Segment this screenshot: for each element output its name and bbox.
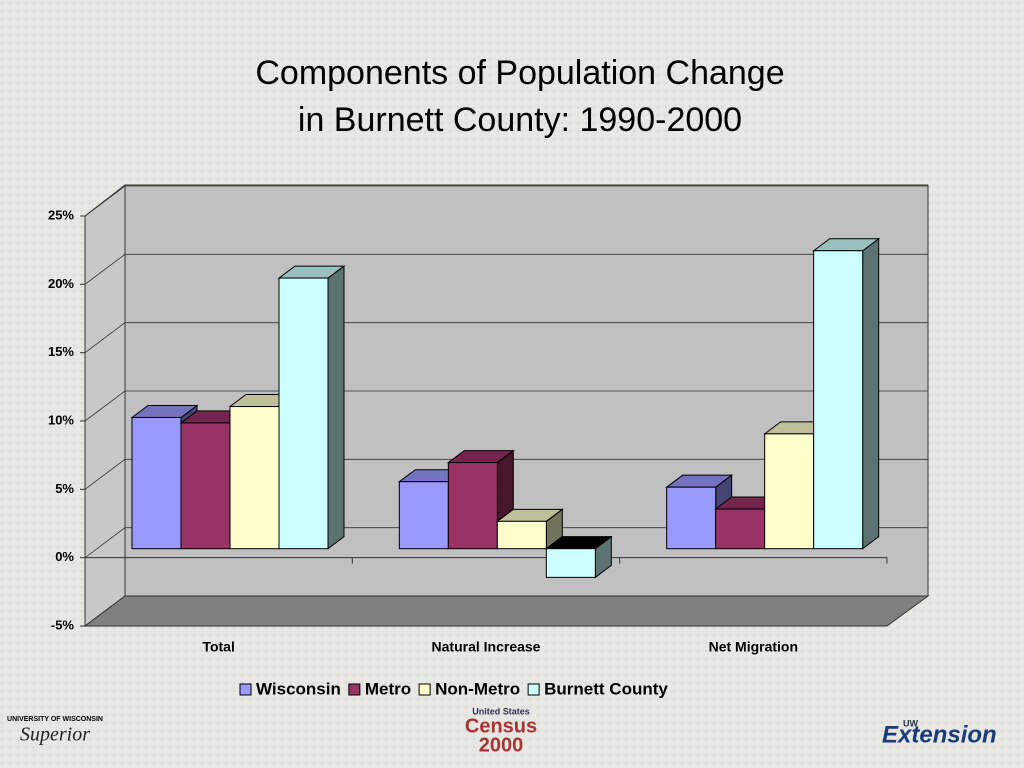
y-tick-label: 0% <box>55 549 74 564</box>
floor <box>83 595 930 627</box>
chart-title: Components of Population Change <box>255 54 784 92</box>
logo-text: United States <box>472 706 530 716</box>
legend-swatch <box>348 683 361 696</box>
grid-line <box>84 253 928 285</box>
x-tick-label: Total <box>202 639 234 655</box>
legend-swatch <box>527 683 540 696</box>
bar <box>131 416 182 550</box>
logo-text: 2000 <box>479 734 524 756</box>
bar <box>715 508 766 550</box>
bar <box>278 277 329 550</box>
legend-label: Metro <box>365 679 411 698</box>
legend-label: Burnett County <box>544 679 668 698</box>
logo-text: UNIVERSITY OF WISCONSIN <box>7 716 103 723</box>
bar <box>666 486 717 550</box>
y-tick-label: 25% <box>48 207 74 222</box>
logo-text: Extension <box>882 721 997 748</box>
y-tick-label: -5% <box>51 617 75 632</box>
bar <box>764 433 815 550</box>
logo-center: United States Census 2000 <box>465 706 537 756</box>
logo-text: Census <box>465 715 537 737</box>
bar-side <box>862 237 880 550</box>
grid-line <box>84 390 928 422</box>
logo-text: UW <box>903 718 918 728</box>
bar <box>398 481 449 550</box>
x-tick-label: Net Migration <box>709 639 798 655</box>
y-tick-label: 10% <box>48 412 74 427</box>
grid-line <box>84 322 928 353</box>
bar <box>545 548 596 578</box>
y-tick-label: 15% <box>48 344 74 359</box>
bar <box>813 250 864 550</box>
y-tick-label: 5% <box>55 481 74 496</box>
bar-side <box>327 265 345 550</box>
bar <box>447 462 498 550</box>
side-wall <box>84 183 126 627</box>
x-tick-label: Natural Increase <box>432 639 541 655</box>
bar <box>229 406 280 550</box>
logo-left: UNIVERSITY OF WISCONSIN Superior <box>7 716 103 746</box>
bar <box>496 520 547 550</box>
legend-swatch <box>418 683 431 696</box>
legend-label: Non-Metro <box>435 679 520 698</box>
chart-subtitle: in Burnett County: 1990-2000 <box>298 101 742 139</box>
y-tick-label: 20% <box>48 276 74 291</box>
grid-line <box>84 527 928 558</box>
grid-line <box>84 458 928 490</box>
logo-text: Superior <box>20 724 90 746</box>
grid-line <box>84 185 928 217</box>
legend-swatch <box>239 683 252 696</box>
logo-right: UW Extension <box>882 718 997 748</box>
bar <box>180 422 231 550</box>
legend-label: Wisconsin <box>256 679 341 698</box>
